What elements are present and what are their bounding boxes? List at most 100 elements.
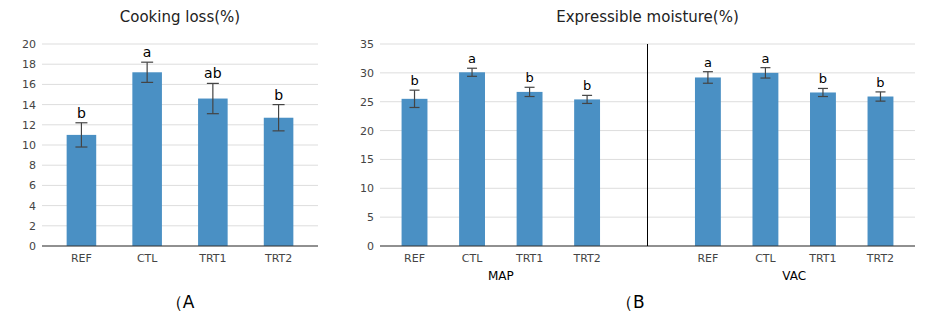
y-tick-label: 18 xyxy=(22,58,36,71)
y-tick-label: 25 xyxy=(360,96,374,109)
y-tick-label: 30 xyxy=(360,67,374,80)
y-tick-label: 6 xyxy=(29,179,36,192)
y-tick-label: 8 xyxy=(29,159,36,172)
error-cap xyxy=(273,130,285,131)
chart-title: Expressible moisture(%) xyxy=(556,8,739,26)
error-cap xyxy=(760,77,770,78)
error-cap xyxy=(207,83,219,84)
error-bar xyxy=(875,92,885,101)
y-tick-label: 10 xyxy=(22,139,36,152)
error-cap xyxy=(525,96,535,97)
error-cap xyxy=(75,146,87,147)
bar xyxy=(402,99,428,246)
x-tick-label: REF xyxy=(71,252,92,265)
error-stem xyxy=(147,62,148,82)
error-cap xyxy=(410,90,420,91)
grid-line xyxy=(42,246,318,247)
error-cap xyxy=(467,76,477,77)
marks xyxy=(67,62,294,246)
error-stem xyxy=(278,105,279,131)
letter-label: b xyxy=(274,87,283,103)
x-axis-label: （B xyxy=(616,292,645,312)
error-bar xyxy=(467,68,477,76)
x-axis-line xyxy=(42,246,318,247)
error-bar xyxy=(525,87,535,96)
error-stem xyxy=(707,72,708,84)
group-label: MAP xyxy=(488,269,514,283)
x-tick-label: CTL xyxy=(462,252,483,265)
x-tick-label: TRT1 xyxy=(808,252,836,265)
error-cap xyxy=(760,67,770,68)
x-tick-label: TRT2 xyxy=(866,252,894,265)
error-stem xyxy=(529,87,530,96)
group-label: VAC xyxy=(782,269,806,283)
x-tick-label: CTL xyxy=(137,252,158,265)
y-tick-label: 15 xyxy=(360,153,374,166)
letter-label: b xyxy=(525,70,533,85)
y-tick-label: 10 xyxy=(360,182,374,195)
error-cap xyxy=(273,104,285,105)
x-tick-label: CTL xyxy=(755,252,776,265)
error-bar xyxy=(818,88,828,96)
letter-label: a xyxy=(143,44,152,60)
x-tick-label: TRT1 xyxy=(515,252,543,265)
y-tick-label: 0 xyxy=(29,240,36,253)
chart-title: Cooking loss(%) xyxy=(120,8,240,26)
error-cap xyxy=(703,71,713,72)
grid-line xyxy=(42,64,318,65)
error-bar xyxy=(410,90,420,107)
error-cap xyxy=(818,96,828,97)
error-cap xyxy=(207,113,219,114)
error-cap xyxy=(525,87,535,88)
error-cap xyxy=(582,103,592,104)
error-stem xyxy=(471,68,472,76)
bar xyxy=(132,72,162,246)
y-tick-label: 35 xyxy=(360,38,374,51)
y-tick-label: 16 xyxy=(22,78,36,91)
bar xyxy=(517,92,543,246)
bar xyxy=(752,73,778,246)
bar xyxy=(574,99,600,246)
error-bar xyxy=(207,83,219,113)
grid-line xyxy=(42,44,318,45)
letter-label: a xyxy=(704,55,712,70)
y-tick-label: 0 xyxy=(367,240,374,253)
y-tick-label: 2 xyxy=(29,220,36,233)
y-tick-label: 4 xyxy=(29,200,36,213)
bar xyxy=(264,118,294,246)
error-cap xyxy=(141,82,153,83)
error-stem xyxy=(414,90,415,107)
letter-label: a xyxy=(761,51,769,66)
y-tick-label: 5 xyxy=(367,211,374,224)
bar xyxy=(868,97,894,246)
error-cap xyxy=(703,83,713,84)
y-tick-label: 12 xyxy=(22,119,36,132)
bar xyxy=(198,99,228,246)
error-stem xyxy=(880,92,881,101)
error-cap xyxy=(410,107,420,108)
error-bar xyxy=(75,123,87,147)
error-stem xyxy=(586,95,587,103)
y-tick-label: 20 xyxy=(22,38,36,51)
error-stem xyxy=(212,83,213,113)
y-tick-label: 14 xyxy=(22,99,36,112)
x-tick-label: REF xyxy=(697,252,718,265)
error-cap xyxy=(467,68,477,69)
error-cap xyxy=(818,88,828,89)
figure: Cooking loss(%)02468101214161820baabbREF… xyxy=(0,0,930,335)
letter-label: ab xyxy=(204,65,222,81)
background xyxy=(0,0,930,335)
error-bar xyxy=(582,95,592,103)
bar xyxy=(459,72,485,246)
error-stem xyxy=(822,88,823,96)
bar xyxy=(67,135,97,246)
chart-0: Cooking loss(%)02468101214161820baabbREF… xyxy=(22,8,318,312)
x-axis-label: （A xyxy=(166,292,195,312)
chart-1: Expressible moisture(%)05101520253035bab… xyxy=(360,8,915,312)
error-cap xyxy=(875,91,885,92)
group-divider xyxy=(647,44,648,246)
letter-label: b xyxy=(410,73,418,88)
letter-label: b xyxy=(876,75,884,90)
letter-label: a xyxy=(468,51,476,66)
error-cap xyxy=(75,122,87,123)
